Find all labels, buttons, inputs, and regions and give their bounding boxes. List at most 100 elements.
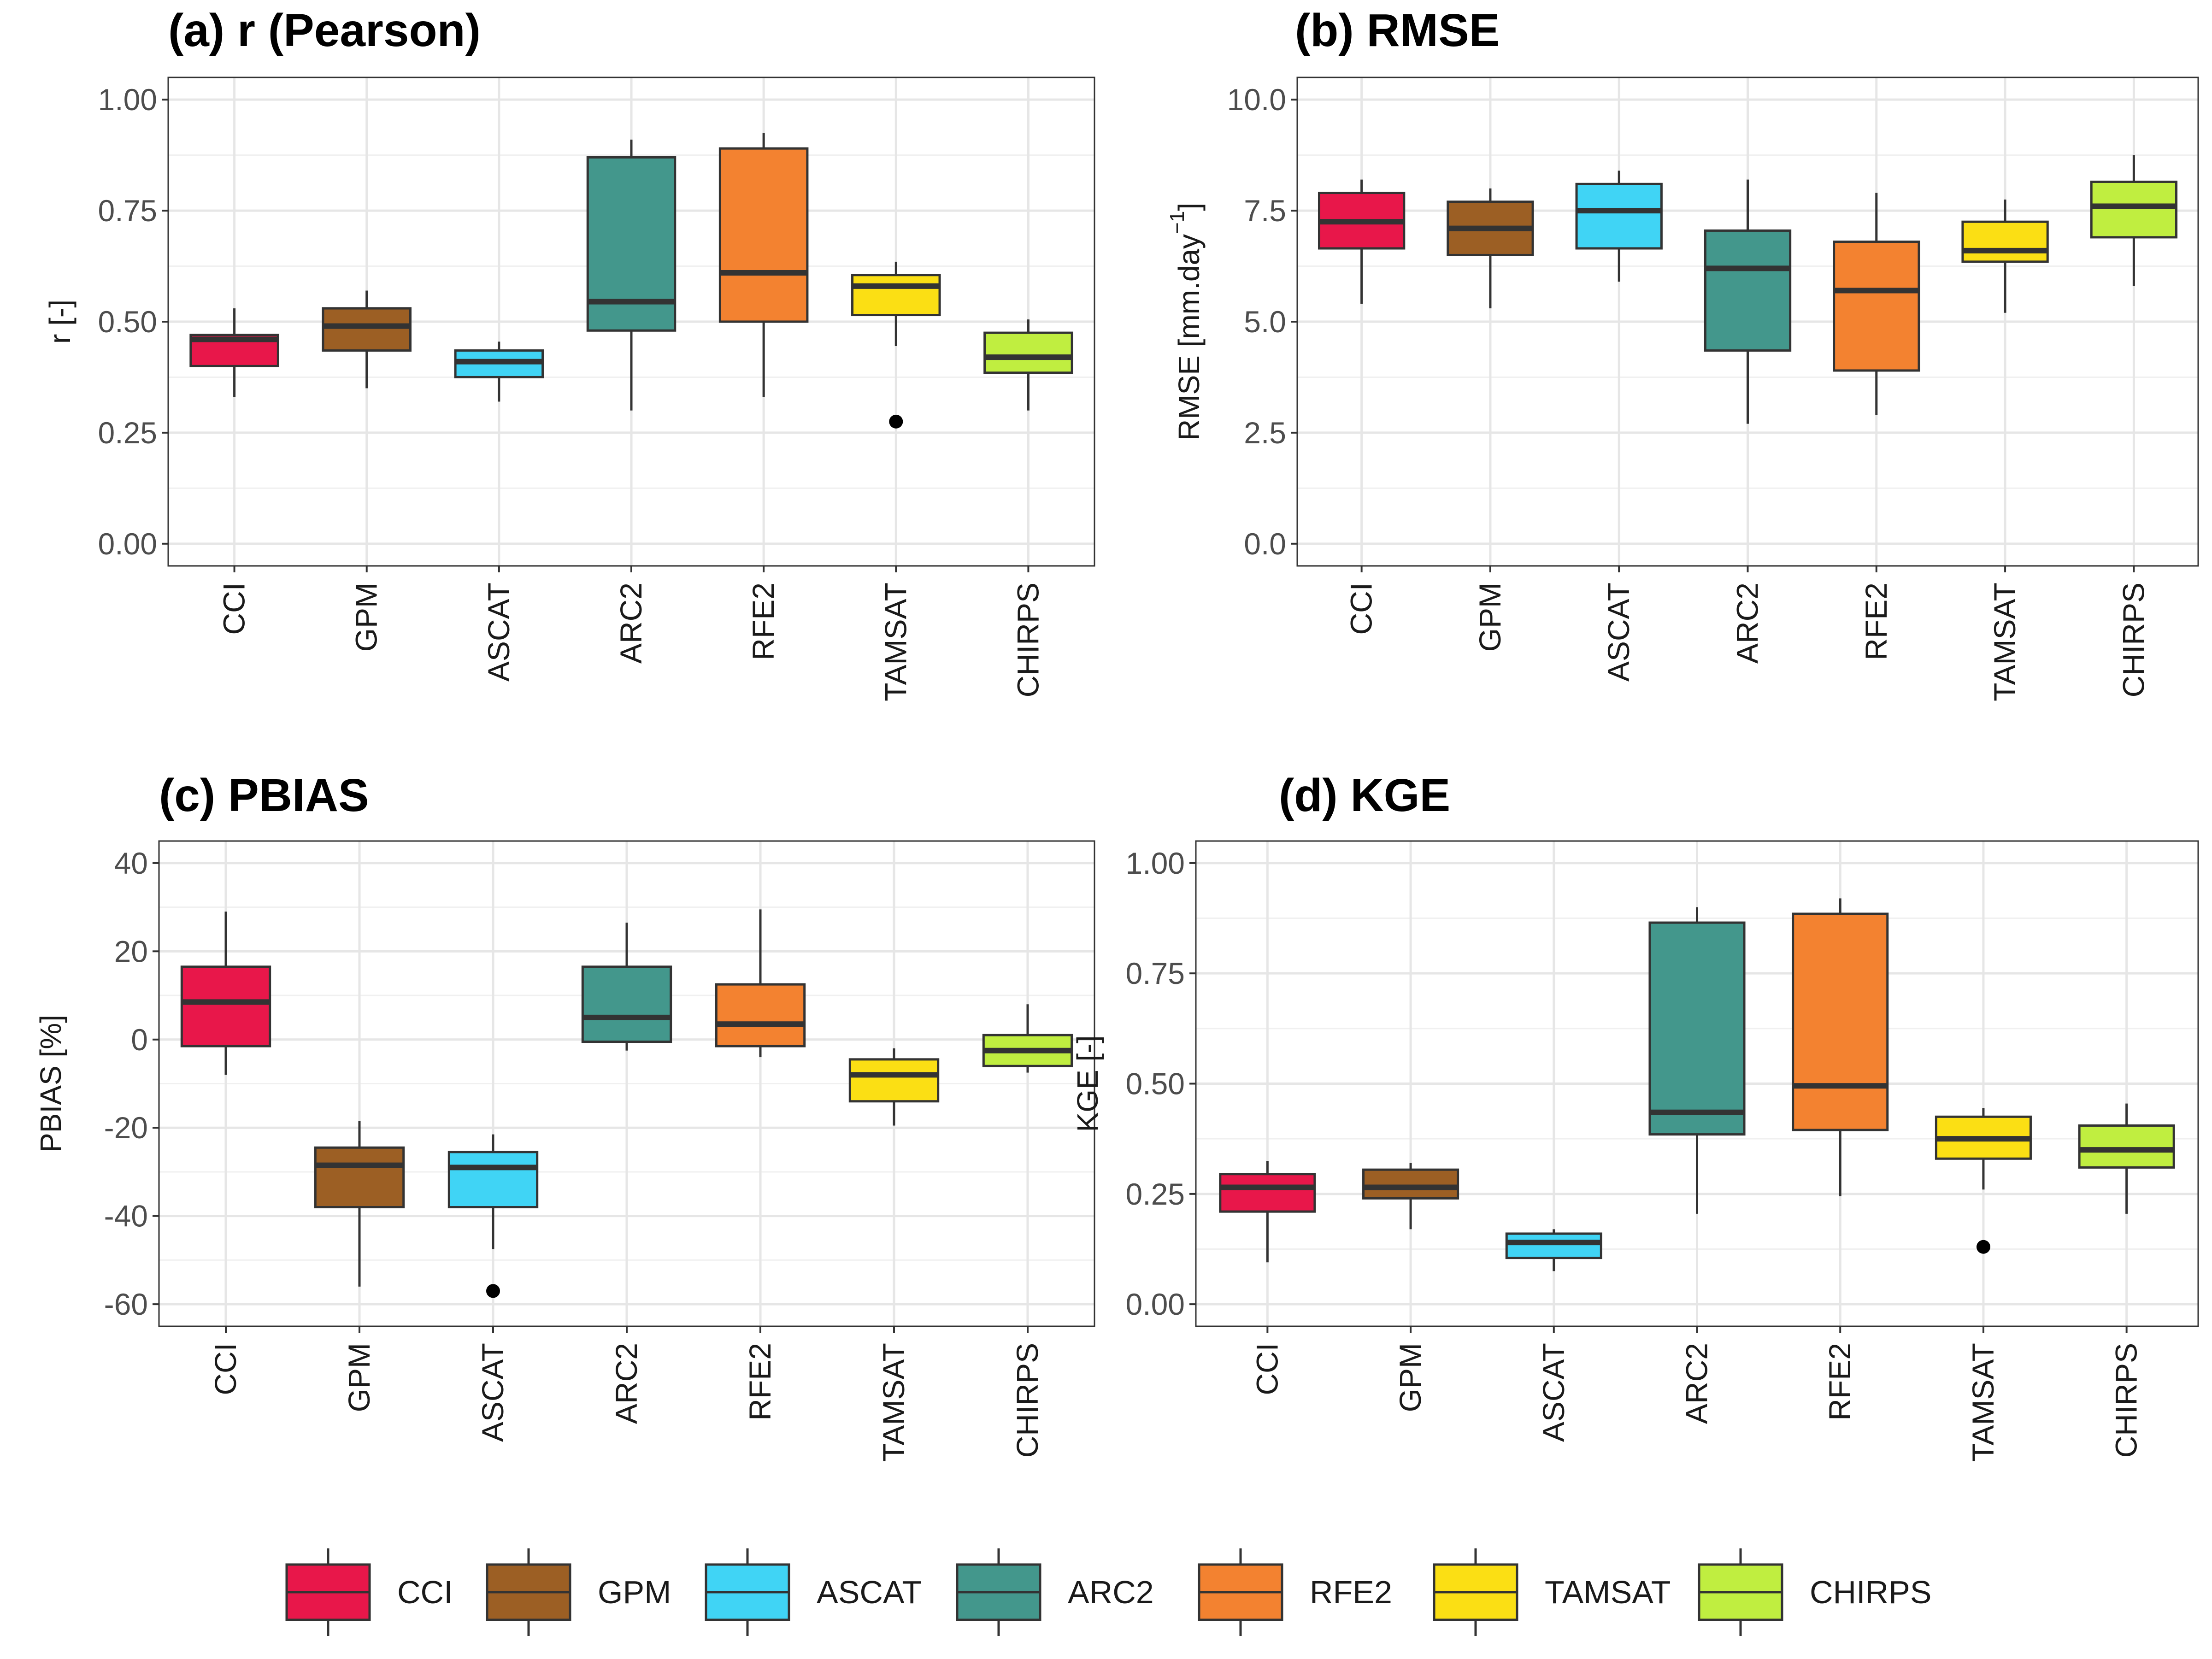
legend-label: GPM (598, 1574, 671, 1610)
legend-label: CHIRPS (1810, 1574, 1931, 1610)
box-iqr (1792, 912, 1889, 1131)
x-tick-label-rfe2: RFE2 (1823, 1343, 1857, 1421)
y-tick-label: -20 (104, 1111, 148, 1145)
legend-item-chirps: CHIRPS (1698, 1548, 1931, 1636)
box-iqr (2078, 1124, 2175, 1169)
box-arc2 (1704, 179, 1792, 424)
y-axis-title-main: KGE [-] (1071, 1035, 1104, 1132)
x-tick-label-ascat: ASCAT (476, 1343, 510, 1442)
x-tick-label-arc2: ARC2 (1680, 1343, 1714, 1424)
box-cci (1318, 179, 1406, 304)
y-tick-label: 0.50 (98, 305, 157, 339)
legend-label: CCI (397, 1574, 453, 1610)
panel-title: (b) RMSE (1295, 5, 1500, 56)
box-iqr (983, 331, 1073, 374)
y-tick-label: 0 (131, 1023, 148, 1057)
box-iqr (1505, 1232, 1602, 1259)
legend-item-tamsat: TAMSAT (1433, 1548, 1671, 1636)
legend-item-rfe2: RFE2 (1198, 1548, 1392, 1636)
outlier-point (486, 1284, 500, 1298)
box-iqr (180, 965, 271, 1047)
y-axis-title-main: RMSE [mm.day (1172, 234, 1206, 441)
legend-label: TAMSAT (1545, 1574, 1671, 1610)
box-iqr (586, 156, 677, 332)
x-tick-label-ascat: ASCAT (1601, 582, 1635, 682)
x-tick-label-gpm: GPM (1393, 1343, 1427, 1412)
x-tick-label-ascat: ASCAT (1536, 1343, 1571, 1442)
box-iqr (1575, 182, 1663, 250)
box-iqr (718, 147, 809, 323)
legend-item-cci: CCI (285, 1548, 453, 1636)
box-iqr (1362, 1168, 1459, 1200)
panel-2: 0.0 2.5 5.0 7.5 10.0 CCI GPM ASCAT ARC2 RFE2 TAMSA… (1166, 5, 2199, 701)
x-tick-label-rfe2: RFE2 (743, 1343, 777, 1421)
box-iqr (1219, 1173, 1316, 1213)
y-tick-label: 20 (114, 934, 148, 968)
x-tick-label-tamsat: TAMSAT (877, 1343, 911, 1462)
box-rfe2 (718, 133, 809, 397)
legend-label: ARC2 (1068, 1574, 1154, 1610)
panel-4: 0.00 0.25 0.50 0.75 1.00 CCI GPM ASCAT ARC2 RFE2 T… (1071, 770, 2199, 1462)
x-tick-label-rfe2: RFE2 (746, 582, 780, 660)
box-gpm (322, 290, 412, 388)
box-gpm (1362, 1163, 1459, 1230)
y-tick-label: 7.5 (1244, 194, 1286, 228)
box-gpm (314, 1121, 405, 1287)
x-tick-label-gpm: GPM (342, 1343, 376, 1412)
box-iqr (1961, 220, 2049, 263)
outlier-point (1976, 1240, 1990, 1254)
box-rfe2 (1833, 193, 1920, 415)
x-tick-label-tamsat: TAMSAT (1988, 582, 2022, 701)
box-tamsat (1961, 200, 2049, 313)
legend-label: ASCAT (817, 1574, 922, 1610)
y-tick-label: 1.00 (1126, 846, 1185, 880)
box-ascat (447, 1134, 539, 1298)
box-iqr (322, 307, 412, 352)
x-tick-label-tamsat: TAMSAT (878, 582, 912, 701)
box-ascat (1505, 1229, 1602, 1271)
legend-item-gpm: GPM (486, 1548, 671, 1636)
box-iqr (2090, 180, 2178, 239)
y-tick-label: -40 (104, 1199, 148, 1233)
y-axis-title-main: PBIAS [%] (34, 1015, 67, 1153)
box-iqr (314, 1146, 405, 1209)
panel-3: -60 -40 -20 0 20 40 CCI GPM ASCAT ARC2 RFE2 TAMSAT C… (34, 770, 1095, 1462)
x-tick-label-arc2: ARC2 (614, 582, 648, 664)
legend-item-ascat: ASCAT (705, 1548, 922, 1636)
y-tick-label: 0.25 (1126, 1177, 1185, 1211)
y-axis-title-main: r [-] (43, 300, 76, 344)
box-tamsat (1935, 1108, 2032, 1254)
x-tick-label-chirps: CHIRPS (2109, 1343, 2143, 1458)
y-axis-title: PBIAS [%] (34, 1015, 67, 1153)
box-tamsat (848, 1048, 940, 1126)
y-tick-label: -60 (104, 1287, 148, 1321)
x-tick-label-cci: CCI (1344, 582, 1378, 635)
legend-item-arc2: ARC2 (956, 1548, 1154, 1636)
y-tick-label: 2.5 (1244, 416, 1286, 450)
y-tick-label: 0.00 (1126, 1287, 1185, 1321)
y-tick-label: 0.25 (98, 416, 157, 450)
y-tick-label: 0.0 (1244, 527, 1286, 561)
box-cci (1219, 1161, 1316, 1263)
box-iqr (851, 274, 941, 317)
x-tick-label-arc2: ARC2 (609, 1343, 643, 1424)
y-axis-title-superscript: −1 (1166, 211, 1188, 234)
y-tick-label: 0.75 (98, 194, 157, 228)
box-chirps (982, 1004, 1073, 1073)
x-tick-label-arc2: ARC2 (1730, 582, 1765, 664)
y-axis-title: KGE [-] (1071, 1035, 1104, 1132)
y-tick-label: 5.0 (1244, 305, 1286, 339)
panel-title: (d) KGE (1279, 770, 1450, 821)
x-tick-label-gpm: GPM (1473, 582, 1507, 652)
x-tick-label-gpm: GPM (349, 582, 383, 652)
box-iqr (848, 1058, 940, 1103)
outlier-point (889, 414, 903, 429)
panel-1: 0.00 0.25 0.50 0.75 1.00 CCI GPM ASCAT ARC2 RFE2 T… (43, 5, 1095, 701)
box-rfe2 (1792, 898, 1889, 1196)
box-arc2 (581, 923, 672, 1051)
box-rfe2 (715, 909, 806, 1058)
panel-title: (a) r (Pearson) (168, 5, 481, 56)
box-chirps (2090, 155, 2178, 286)
box-arc2 (586, 139, 677, 411)
